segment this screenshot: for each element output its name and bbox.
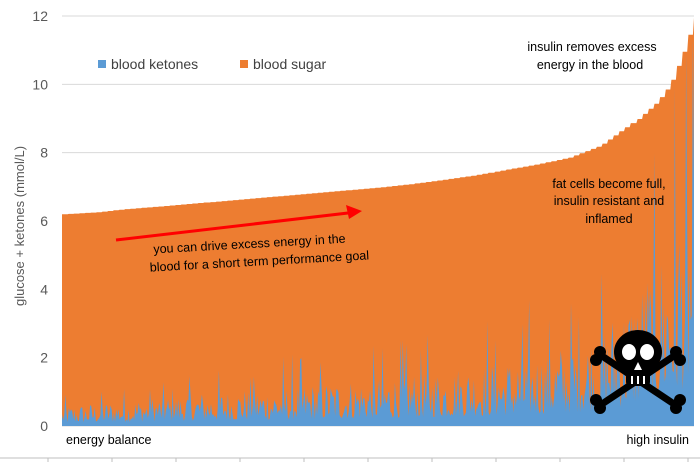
- x-axis: [0, 457, 700, 462]
- y-tick-label: 12: [32, 8, 48, 24]
- legend-label-blood-ketones: blood ketones: [111, 56, 198, 72]
- y-tick-label: 4: [40, 281, 48, 297]
- annotation-insulin-line-1: insulin removes excess: [527, 40, 656, 54]
- legend-label-blood-sugar: blood sugar: [253, 56, 327, 72]
- y-tick-label: 0: [40, 418, 48, 434]
- y-axis-label: glucose + ketones (mmol/L): [12, 146, 27, 306]
- y-tick-label: 8: [40, 145, 48, 161]
- y-tick-label: 6: [40, 213, 48, 229]
- annotation-energy-balance: energy balance: [66, 433, 152, 447]
- annotation-fat-cells-line-3: inflamed: [585, 212, 632, 226]
- red-arrow-icon: [115, 205, 362, 242]
- y-axis-ticks: 0 2 4 6 8 10 12: [32, 8, 48, 434]
- legend-swatch-blood-sugar: [240, 60, 248, 68]
- annotation-insulin-line-2: energy in the blood: [537, 58, 643, 72]
- y-tick-label: 2: [40, 350, 48, 366]
- legend: blood ketones blood sugar: [98, 56, 327, 72]
- legend-swatch-blood-ketones: [98, 60, 106, 68]
- annotation-fat-cells-line-1: fat cells become full,: [552, 177, 665, 191]
- y-tick-label: 10: [32, 76, 48, 92]
- annotation-fat-cells-line-2: insulin resistant and: [554, 194, 665, 208]
- series-area-blood-sugar: [62, 17, 694, 427]
- annotation-high-insulin: high insulin: [626, 433, 689, 447]
- skull-and-crossbones-icon: [590, 330, 686, 414]
